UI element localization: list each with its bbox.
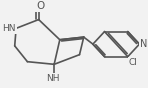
Text: Cl: Cl bbox=[128, 58, 137, 67]
Text: N: N bbox=[140, 39, 147, 49]
Text: NH: NH bbox=[46, 74, 59, 83]
Text: HN: HN bbox=[3, 24, 16, 33]
Text: O: O bbox=[36, 1, 44, 11]
